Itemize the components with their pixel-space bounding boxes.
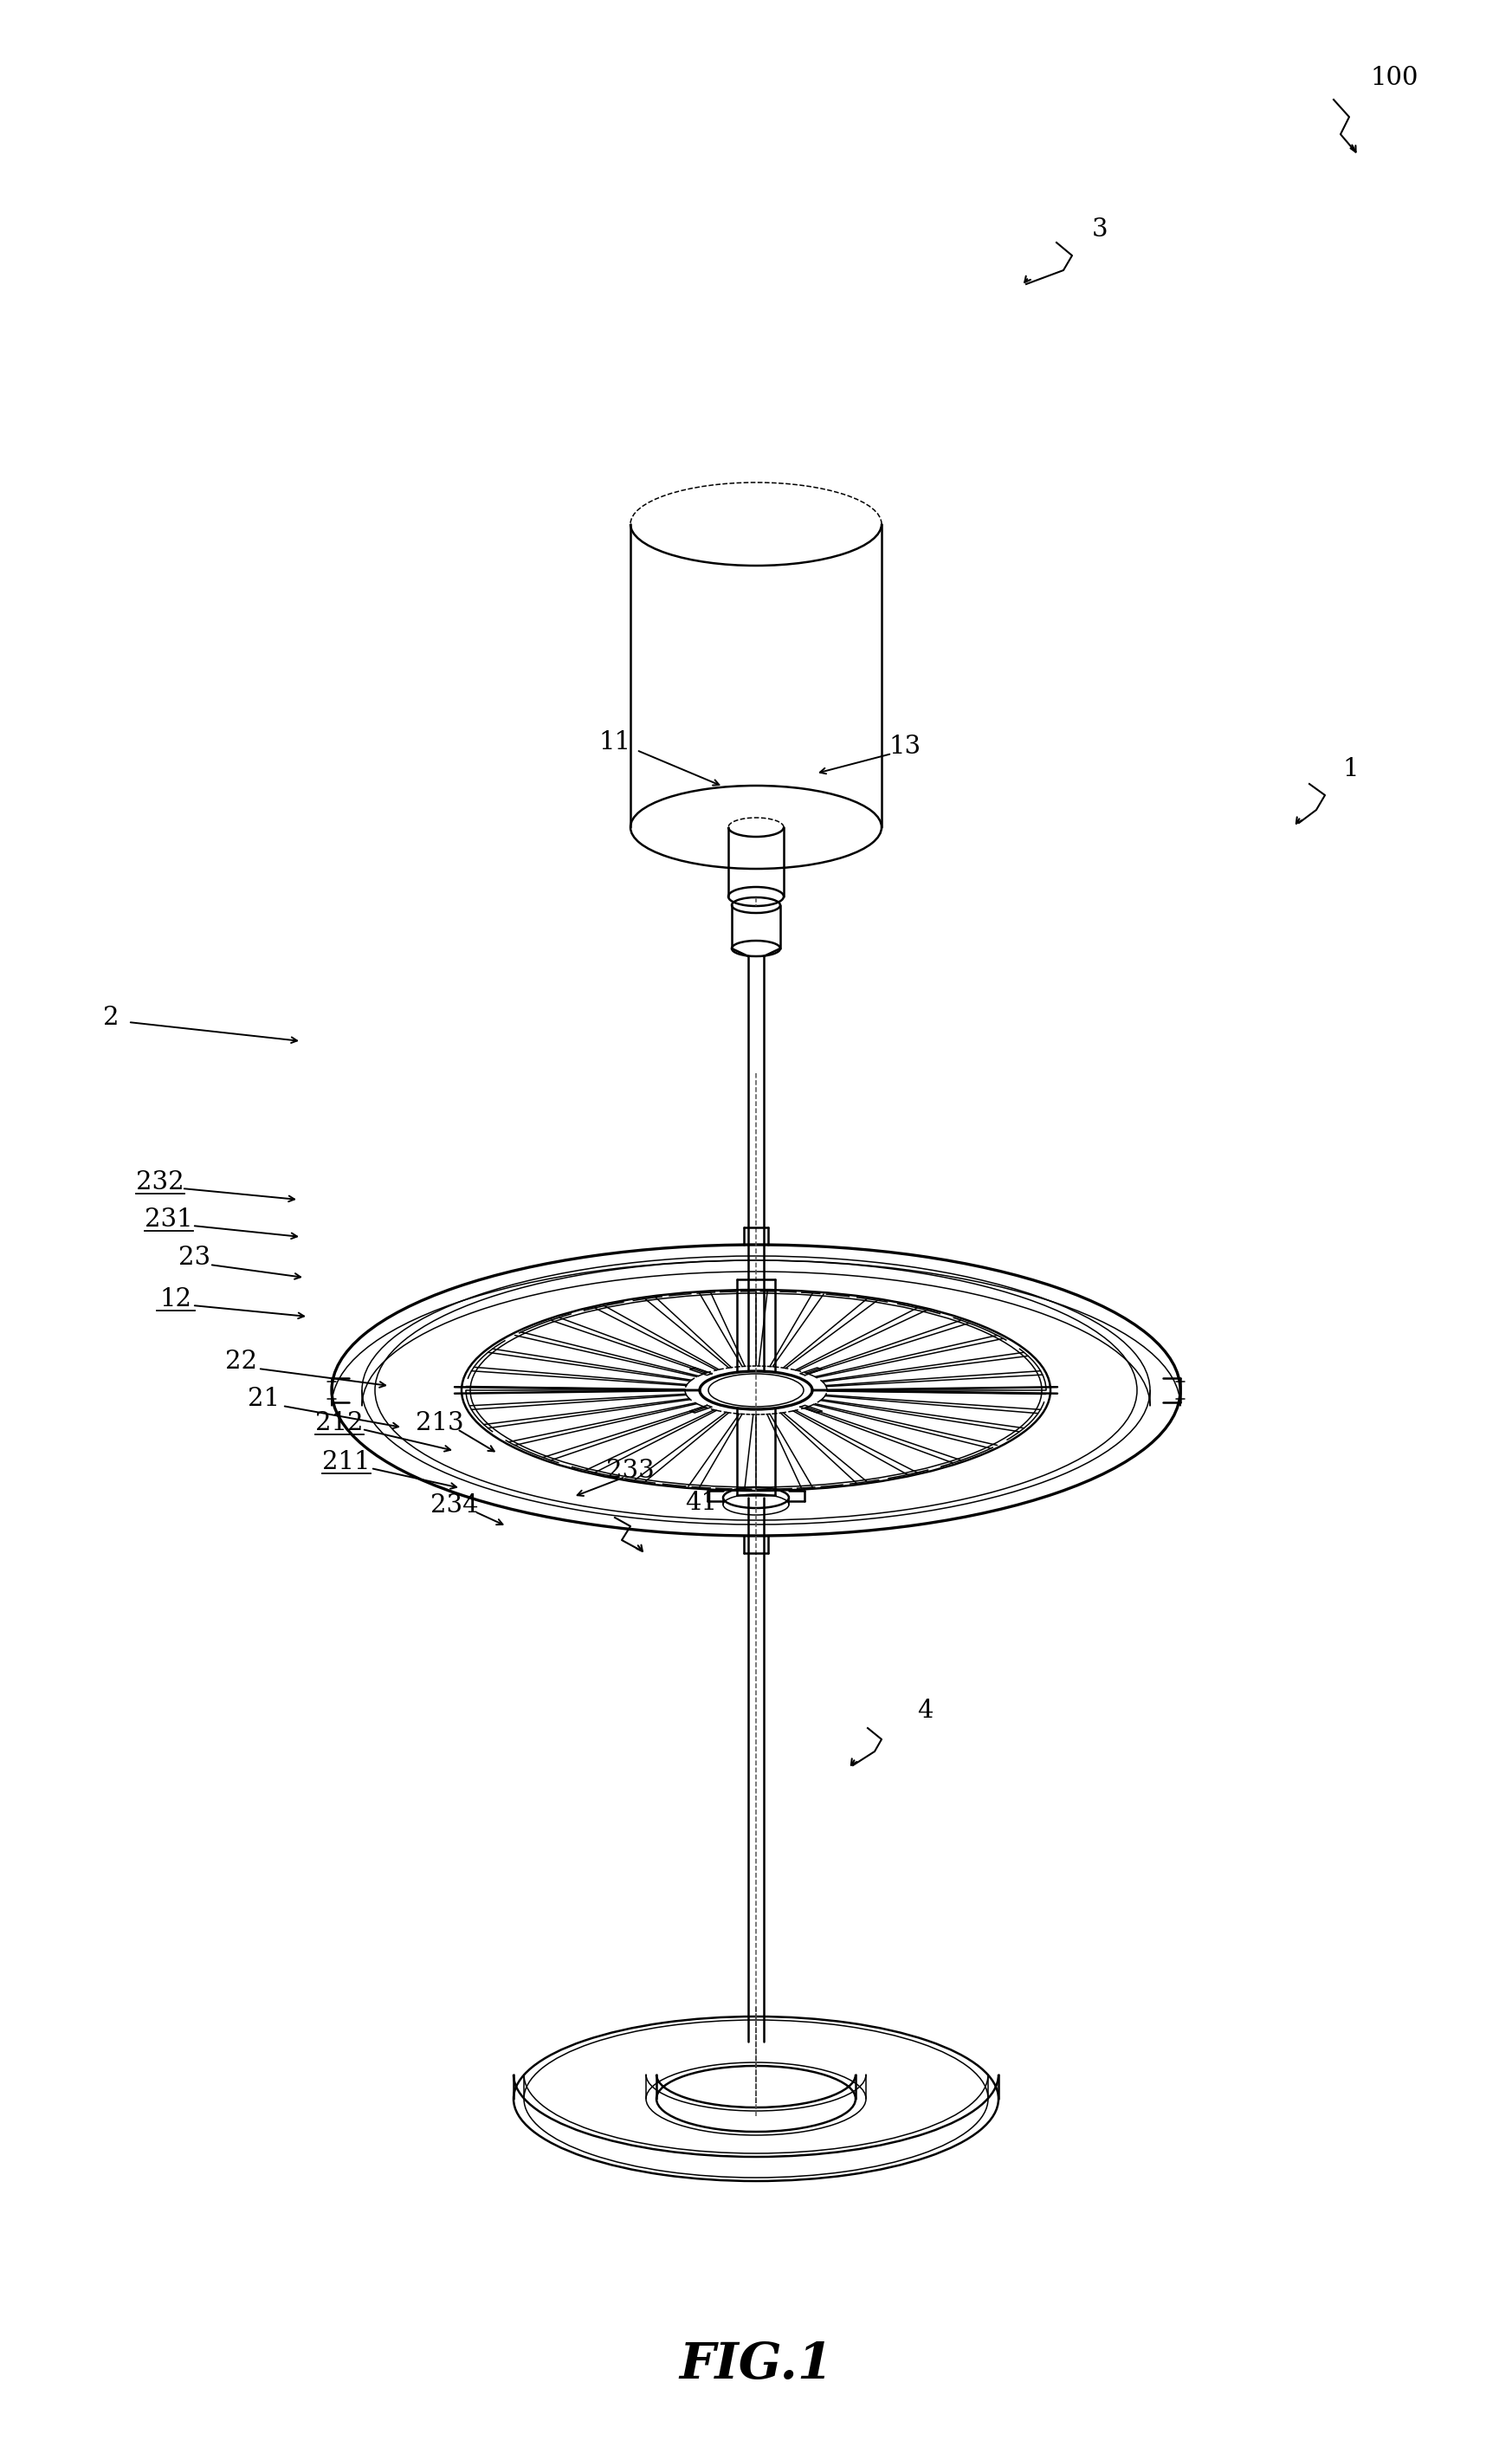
Text: 234: 234 xyxy=(431,1493,479,1517)
Text: 4: 4 xyxy=(916,1698,933,1723)
Text: 13: 13 xyxy=(889,734,921,759)
Text: 211: 211 xyxy=(322,1451,370,1473)
Text: 23: 23 xyxy=(178,1246,210,1270)
Text: 1: 1 xyxy=(1343,756,1359,781)
Text: 100: 100 xyxy=(1370,66,1418,91)
Text: 2: 2 xyxy=(103,1006,119,1030)
Text: 231: 231 xyxy=(145,1206,194,1231)
Text: 213: 213 xyxy=(416,1412,464,1436)
Text: 232: 232 xyxy=(136,1170,184,1194)
Text: 12: 12 xyxy=(160,1287,192,1312)
Text: 212: 212 xyxy=(316,1412,363,1436)
Text: 233: 233 xyxy=(606,1458,655,1483)
Text: 21: 21 xyxy=(248,1387,280,1412)
Text: 22: 22 xyxy=(225,1351,257,1373)
Text: 11: 11 xyxy=(599,729,631,754)
Text: 3: 3 xyxy=(1092,218,1108,242)
Text: FIG.1: FIG.1 xyxy=(679,2339,833,2388)
Text: 41: 41 xyxy=(685,1490,718,1515)
